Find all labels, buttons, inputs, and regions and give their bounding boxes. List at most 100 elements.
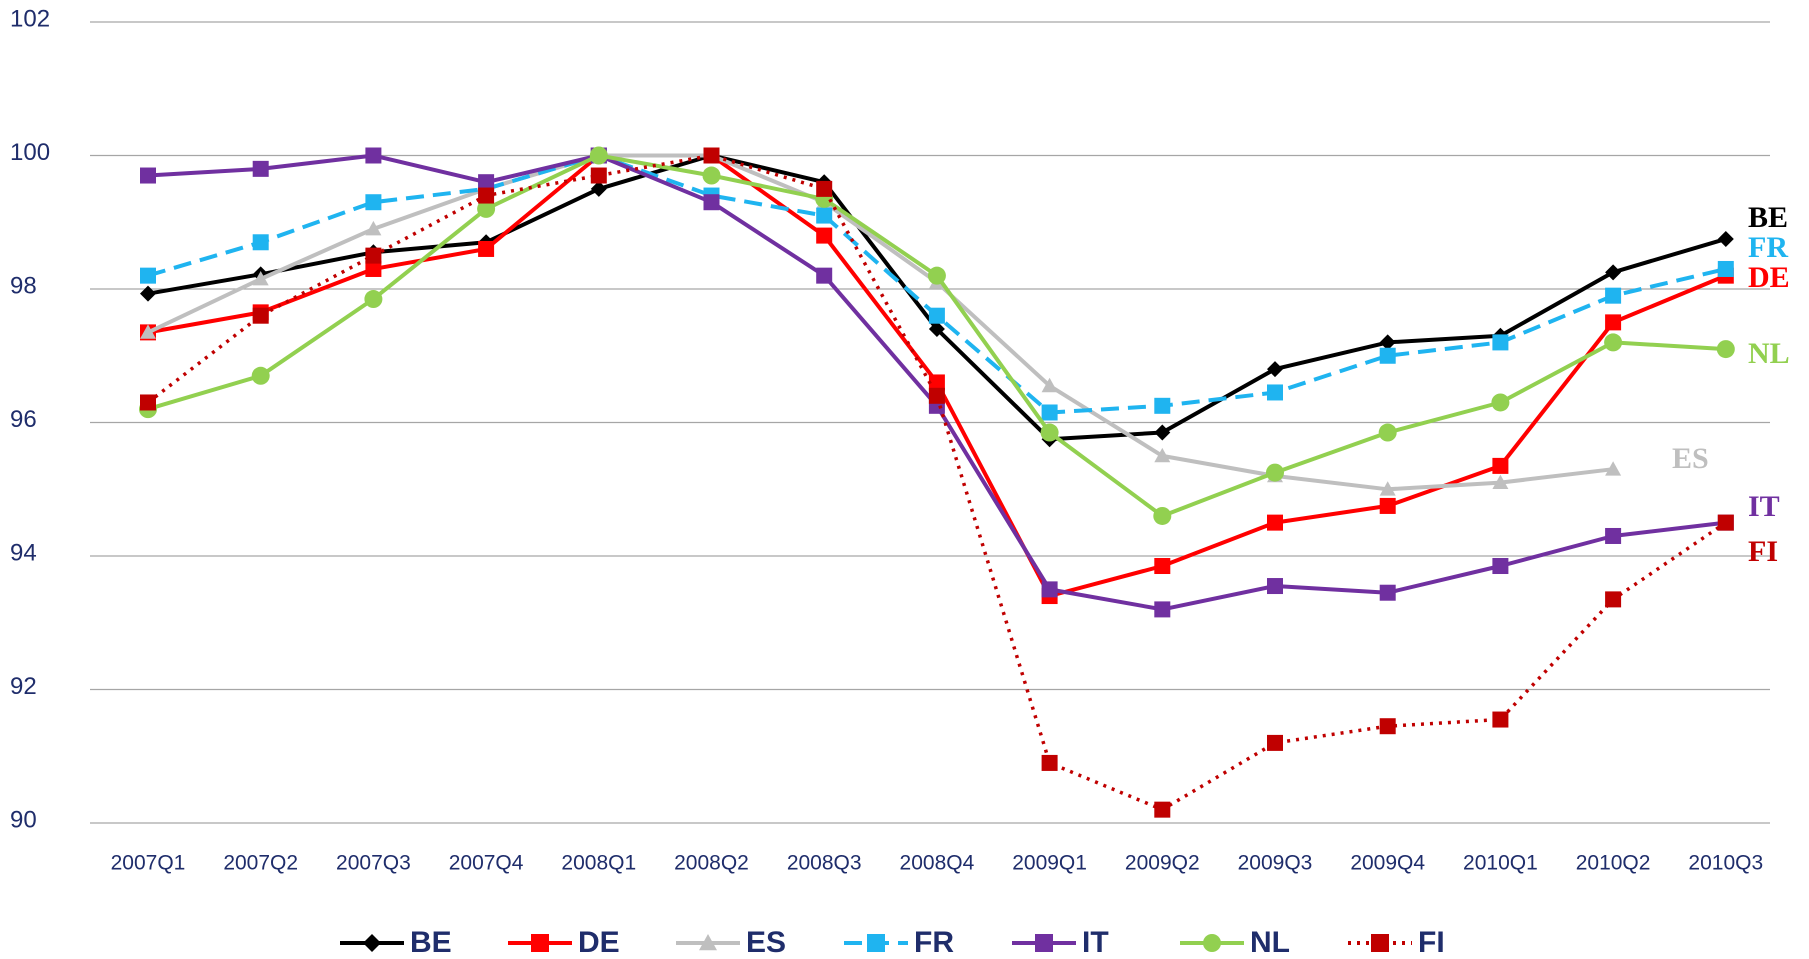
legend-label: NL (1250, 926, 1290, 959)
legend-item: FR (844, 926, 954, 959)
y-tick-label: 102 (10, 5, 50, 32)
x-tick-label: 2009Q1 (1012, 852, 1087, 875)
marker (1380, 348, 1396, 364)
marker (252, 367, 270, 385)
y-tick-label: 100 (10, 139, 50, 166)
marker (1605, 528, 1621, 544)
marker (1379, 424, 1397, 442)
legend-label: FI (1418, 926, 1445, 959)
marker (1041, 424, 1059, 442)
marker (478, 241, 494, 257)
marker (1605, 288, 1621, 304)
legend-label: FR (914, 926, 954, 959)
marker (1380, 498, 1396, 514)
marker (1267, 735, 1283, 751)
marker (591, 168, 607, 184)
marker (1380, 718, 1396, 734)
y-tick-label: 94 (10, 539, 37, 566)
x-tick-label: 2009Q2 (1125, 852, 1200, 875)
annotation: FR (1748, 231, 1788, 264)
marker (1267, 578, 1283, 594)
y-tick-label: 98 (10, 272, 37, 299)
marker (1605, 314, 1621, 330)
legend-label: BE (410, 926, 452, 959)
y-tick-label: 92 (10, 673, 37, 700)
annotation: NL (1748, 337, 1790, 370)
marker (1491, 393, 1509, 411)
marker (1154, 802, 1170, 818)
marker (1203, 934, 1221, 952)
marker (1267, 384, 1283, 400)
marker (364, 290, 382, 308)
marker (363, 934, 381, 952)
marker (1035, 934, 1053, 952)
marker (1717, 340, 1735, 358)
legend-item: NL (1180, 926, 1290, 959)
marker (478, 188, 494, 204)
marker (140, 394, 156, 410)
chart: 90 92 94 96 98 100 102 2007Q1 2007Q2 2007Q3 2007Q4… (0, 0, 1809, 959)
legend-item: ES (676, 926, 786, 959)
x-tick-label: 2010Q1 (1463, 852, 1538, 875)
x-tick-label: 2007Q1 (111, 852, 186, 875)
x-tick-label: 2008Q4 (900, 852, 975, 875)
legend-label: ES (746, 926, 786, 959)
marker (1154, 398, 1170, 414)
legend-label: IT (1082, 926, 1109, 959)
marker (929, 388, 945, 404)
marker (1042, 755, 1058, 771)
marker (816, 181, 832, 197)
marker (704, 194, 720, 210)
marker (1266, 464, 1284, 482)
series (140, 148, 1621, 496)
x-tick-label: 2007Q2 (223, 852, 298, 875)
x-tick-label: 2008Q1 (561, 852, 636, 875)
marker (365, 148, 381, 164)
marker (816, 208, 832, 224)
x-tick-label: 2010Q2 (1576, 852, 1651, 875)
y-tick-label: 90 (10, 806, 37, 833)
marker (1492, 712, 1508, 728)
marker (928, 267, 946, 285)
marker (1718, 261, 1734, 277)
marker (1267, 361, 1283, 377)
marker (140, 168, 156, 184)
marker (1267, 515, 1283, 531)
marker (1492, 458, 1508, 474)
marker (704, 148, 720, 164)
marker (1371, 934, 1389, 952)
x-tick-label: 2010Q3 (1688, 852, 1763, 875)
annotation: BE (1748, 201, 1788, 234)
legend-item: IT (1012, 926, 1109, 959)
x-tick-label: 2007Q4 (449, 852, 524, 875)
marker (1154, 425, 1170, 441)
marker (1380, 585, 1396, 601)
marker (1492, 334, 1508, 350)
x-tick-label: 2009Q4 (1350, 852, 1425, 875)
marker (365, 248, 381, 264)
marker (253, 234, 269, 250)
annotation: IT (1748, 490, 1780, 523)
x-tick-label: 2008Q3 (787, 852, 862, 875)
annotation: ES (1672, 442, 1709, 475)
marker (1492, 558, 1508, 574)
legend-label: DE (578, 926, 620, 959)
marker (1042, 581, 1058, 597)
marker (1153, 507, 1171, 525)
marker (1718, 231, 1734, 247)
x-tick-label: 2009Q3 (1238, 852, 1313, 875)
marker (1605, 264, 1621, 280)
legend-item: FI (1348, 926, 1445, 959)
marker (253, 161, 269, 177)
legend-item: BE (340, 926, 452, 959)
annotation: FI (1748, 535, 1778, 568)
annotation: DE (1748, 261, 1790, 294)
marker (703, 167, 721, 185)
marker (1718, 515, 1734, 531)
marker (1605, 591, 1621, 607)
marker (1604, 333, 1622, 351)
y-tick-label: 96 (10, 406, 37, 433)
marker (590, 147, 608, 165)
x-tick-label: 2007Q3 (336, 852, 411, 875)
marker (1042, 404, 1058, 420)
